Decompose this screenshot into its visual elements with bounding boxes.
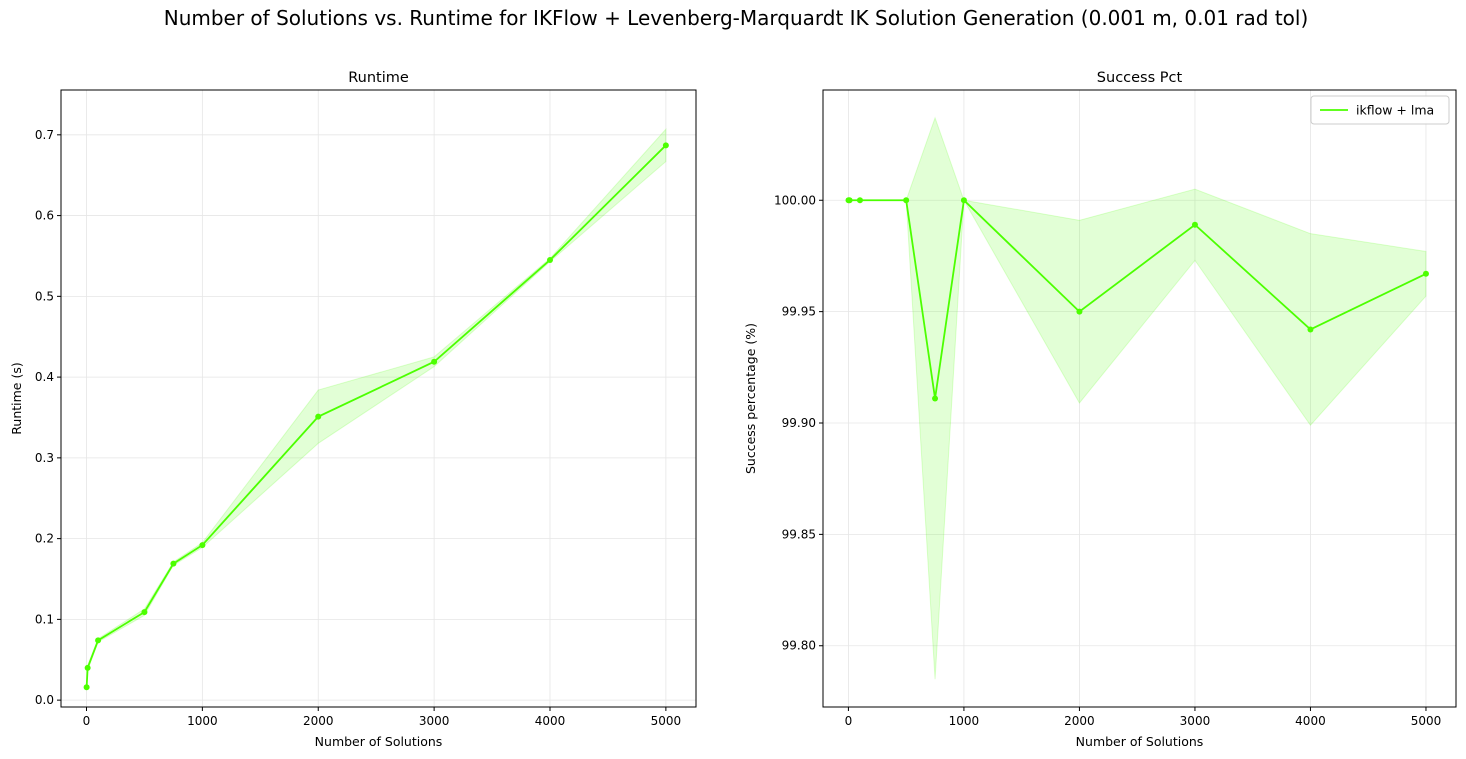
data-point bbox=[846, 197, 853, 204]
data-point bbox=[546, 256, 553, 263]
data-point bbox=[1076, 308, 1083, 315]
y-tick-label: 99.85 bbox=[782, 527, 816, 541]
y-tick-label: 0.4 bbox=[35, 370, 54, 384]
legend-box bbox=[1310, 95, 1450, 125]
series-line bbox=[848, 198, 1427, 399]
x-axis-label: Number of Solutions bbox=[1076, 734, 1204, 749]
y-tick-label: 0.0 bbox=[35, 693, 54, 707]
axes-frame bbox=[822, 89, 1457, 708]
data-point bbox=[960, 197, 967, 204]
data-point bbox=[932, 395, 939, 402]
x-tick-label: 3000 bbox=[419, 714, 450, 728]
chart-title: Runtime bbox=[348, 70, 409, 86]
data-point bbox=[856, 197, 863, 204]
figure-suptitle: Number of Solutions vs. Runtime for IKFl… bbox=[164, 6, 1309, 30]
data-point bbox=[431, 358, 438, 365]
data-point bbox=[315, 413, 322, 420]
x-tick-label: 1000 bbox=[949, 714, 980, 728]
data-point bbox=[662, 142, 669, 149]
data-point bbox=[903, 197, 910, 204]
y-tick-label: 0.5 bbox=[35, 289, 54, 303]
data-point bbox=[1191, 221, 1198, 228]
y-tick-label: 0.3 bbox=[35, 451, 54, 465]
x-tick-label: 2000 bbox=[303, 714, 334, 728]
x-tick-label: 2000 bbox=[1064, 714, 1095, 728]
legend-label: ikflow + lma bbox=[1356, 103, 1434, 118]
y-tick-label: 100.00 bbox=[774, 193, 816, 207]
chart-title: Success Pct bbox=[1097, 70, 1183, 86]
confidence-band bbox=[86, 127, 667, 689]
x-tick-label: 4000 bbox=[1295, 714, 1326, 728]
y-tick-label: 99.90 bbox=[782, 416, 816, 430]
legend: ikflow + lma bbox=[1310, 95, 1450, 125]
data-point bbox=[1422, 270, 1429, 277]
y-axis-label: Success percentage (%) bbox=[743, 323, 758, 474]
data-point bbox=[83, 684, 90, 691]
x-tick-label: 4000 bbox=[535, 714, 566, 728]
y-tick-label: 0.7 bbox=[35, 128, 54, 142]
x-axis-label: Number of Solutions bbox=[315, 734, 443, 749]
data-point bbox=[84, 664, 91, 671]
axes-frame bbox=[60, 89, 697, 708]
data-point bbox=[1307, 326, 1314, 333]
y-tick-label: 99.95 bbox=[782, 305, 816, 319]
y-tick-label: 0.1 bbox=[35, 612, 54, 626]
runtime-chart: 0 1000 2000 3000 4000 5000 0.0 0.1 0.2 0.3 0.4 0.5 0… bbox=[9, 70, 697, 749]
success-pct-chart: 0 1000 2000 3000 4000 5000 99.80 99.85 99.90 99.9… bbox=[743, 70, 1457, 749]
x-tick-label: 1000 bbox=[187, 714, 218, 728]
series-line bbox=[85, 144, 667, 688]
y-axis-label: Runtime (s) bbox=[9, 362, 24, 434]
y-tick-label: 0.6 bbox=[35, 209, 54, 223]
y-tick-label: 0.2 bbox=[35, 532, 54, 546]
data-point bbox=[95, 637, 102, 644]
data-point bbox=[170, 560, 177, 567]
x-tick-label: 0 bbox=[845, 714, 853, 728]
y-tick-label: 99.80 bbox=[782, 639, 816, 653]
data-point bbox=[141, 609, 148, 616]
x-tick-label: 3000 bbox=[1180, 714, 1211, 728]
x-tick-label: 5000 bbox=[651, 714, 682, 728]
x-tick-label: 0 bbox=[83, 714, 91, 728]
data-point bbox=[199, 542, 206, 549]
x-tick-label: 5000 bbox=[1411, 714, 1442, 728]
